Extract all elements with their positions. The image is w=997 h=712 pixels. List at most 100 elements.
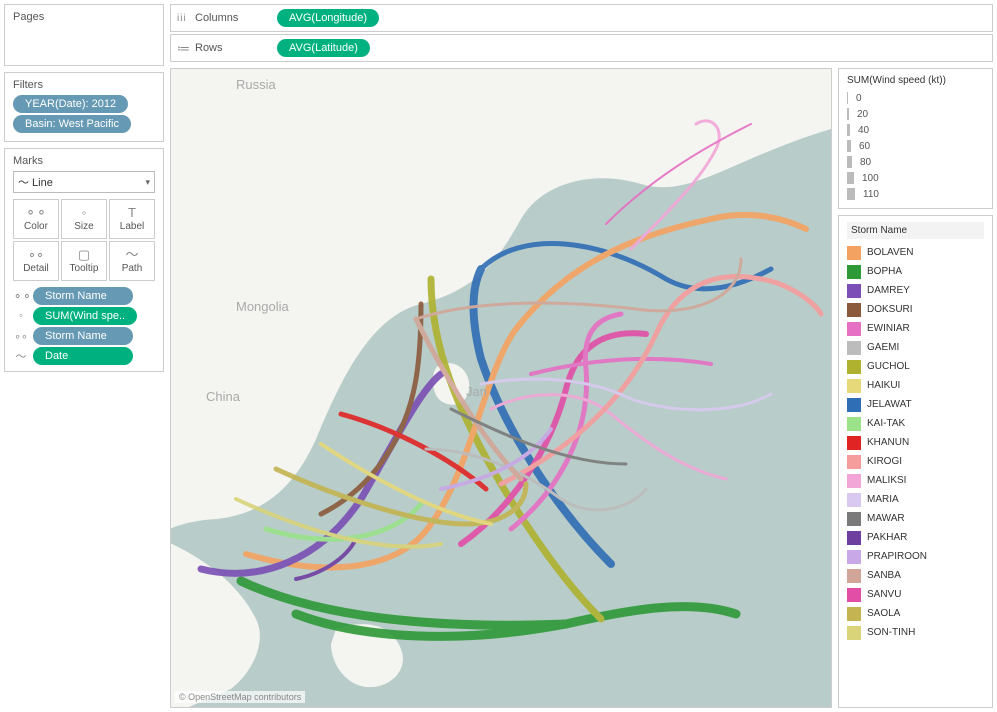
mark-button-color[interactable]: ⚬⚬Color	[13, 199, 59, 239]
color-legend-row[interactable]: MAWAR	[847, 509, 984, 528]
filters-title: Filters	[13, 79, 155, 91]
storm-name: GAEMI	[867, 342, 899, 353]
columns-pill[interactable]: AVG(Longitude)	[277, 9, 379, 27]
columns-shelf[interactable]: Columns AVG(Longitude)	[170, 4, 993, 32]
storm-name: BOLAVEN	[867, 247, 914, 258]
marks-pill[interactable]: Storm Name	[33, 327, 133, 345]
storm-name: MAWAR	[867, 513, 905, 524]
mark-button-detail[interactable]: ∘∘Detail	[13, 241, 59, 281]
mark-button-size[interactable]: ◦Size	[61, 199, 107, 239]
color-swatch	[847, 322, 861, 336]
filters-shelf[interactable]: Filters YEAR(Date): 2012 Basin: West Paci…	[4, 72, 164, 142]
size-legend-row[interactable]: 80	[847, 154, 984, 170]
color-swatch	[847, 455, 861, 469]
color-swatch	[847, 284, 861, 298]
color-swatch	[847, 569, 861, 583]
size-legend-row[interactable]: 40	[847, 122, 984, 138]
color-swatch	[847, 417, 861, 431]
color-legend-row[interactable]: KIROGI	[847, 452, 984, 471]
size-value: 60	[859, 141, 870, 152]
color-legend-row[interactable]: DAMREY	[847, 281, 984, 300]
color-legend-row[interactable]: SAOLA	[847, 604, 984, 623]
color-legend-row[interactable]: PAKHAR	[847, 528, 984, 547]
size-legend-row[interactable]: 100	[847, 170, 984, 186]
marks-type-select[interactable]: 〜 Line	[13, 171, 155, 193]
color-legend-row[interactable]: KAI-TAK	[847, 414, 984, 433]
storm-name: PAKHAR	[867, 532, 907, 543]
color-swatch	[847, 436, 861, 450]
color-legend-row[interactable]: SANBA	[847, 566, 984, 585]
marks-pill[interactable]: Date	[33, 347, 133, 365]
marks-pill[interactable]: SUM(Wind spe..	[33, 307, 137, 325]
marks-type-label: 〜 Line	[18, 174, 53, 190]
mark-button-label[interactable]: TLabel	[109, 199, 155, 239]
color-legend-row[interactable]: HAIKUI	[847, 376, 984, 395]
color-swatch	[847, 246, 861, 260]
color-swatch	[847, 474, 861, 488]
filter-pill[interactable]: YEAR(Date): 2012	[13, 95, 128, 113]
color-swatch	[847, 303, 861, 317]
map-svg	[171, 69, 831, 708]
marks-shelf[interactable]: Marks 〜 Line ⚬⚬Color◦SizeTLabel∘∘Detail▢…	[4, 148, 164, 372]
color-swatch	[847, 531, 861, 545]
storm-name: DAMREY	[867, 285, 910, 296]
storm-name: SON-TINH	[867, 627, 915, 638]
columns-icon	[177, 13, 189, 23]
color-legend-row[interactable]: MALIKSI	[847, 471, 984, 490]
storm-name: KHANUN	[867, 437, 909, 448]
pages-shelf[interactable]: Pages	[4, 4, 164, 66]
color-legend-row[interactable]: MARIA	[847, 490, 984, 509]
color-legend-row[interactable]: GUCHOL	[847, 357, 984, 376]
size-legend-row[interactable]: 110	[847, 186, 984, 202]
mark-button-path[interactable]: 〜Path	[109, 241, 155, 281]
filter-pill[interactable]: Basin: West Pacific	[13, 115, 131, 133]
map-viz[interactable]: RussiaMongoliaChinaJan © OpenStreetMap c…	[170, 68, 832, 708]
marks-pill[interactable]: Storm Name	[33, 287, 133, 305]
size-legend-title: SUM(Wind speed (kt))	[847, 75, 984, 86]
color-legend-row[interactable]: BOLAVEN	[847, 243, 984, 262]
rows-shelf[interactable]: Rows AVG(Latitude)	[170, 34, 993, 62]
label-icon: T	[128, 206, 136, 219]
size-value: 80	[860, 157, 871, 168]
size-value: 110	[863, 189, 879, 200]
size-legend[interactable]: SUM(Wind speed (kt)) 0 20 40 60 80 100 1…	[838, 68, 993, 209]
storm-name: SANVU	[867, 589, 901, 600]
color-legend-row[interactable]: SANVU	[847, 585, 984, 604]
color-legend-row[interactable]: GAEMI	[847, 338, 984, 357]
color-swatch	[847, 493, 861, 507]
size-bar	[847, 172, 854, 184]
path-icon: 〜	[125, 248, 138, 261]
rows-pill[interactable]: AVG(Latitude)	[277, 39, 370, 57]
color-legend-row[interactable]: BOPHA	[847, 262, 984, 281]
storm-name: EWINIAR	[867, 323, 910, 334]
color-legend[interactable]: Storm Name BOLAVEN BOPHA DAMREY DOKSURI …	[838, 215, 993, 708]
mark-pill-icon: 〜	[13, 348, 29, 364]
color-legend-row[interactable]: SON-TINH	[847, 623, 984, 642]
rows-icon	[177, 43, 189, 53]
color-legend-row[interactable]: DOKSURI	[847, 300, 984, 319]
storm-name: PRAPIROON	[867, 551, 927, 562]
color-legend-row[interactable]: EWINIAR	[847, 319, 984, 338]
mark-pill-icon: ◦	[13, 310, 29, 322]
size-bar	[847, 124, 850, 136]
storm-name: BOPHA	[867, 266, 902, 277]
size-legend-row[interactable]: 60	[847, 138, 984, 154]
color-swatch	[847, 626, 861, 640]
size-value: 40	[858, 125, 869, 136]
size-legend-row[interactable]: 20	[847, 106, 984, 122]
size-value: 0	[856, 93, 862, 104]
color-legend-row[interactable]: KHANUN	[847, 433, 984, 452]
size-legend-row[interactable]: 0	[847, 90, 984, 106]
size-icon: ◦	[82, 206, 87, 219]
color-icon: ⚬⚬	[25, 206, 47, 219]
color-legend-row[interactable]: JELAWAT	[847, 395, 984, 414]
storm-name: GUCHOL	[867, 361, 910, 372]
color-swatch	[847, 360, 861, 374]
size-bar	[847, 108, 849, 120]
color-swatch	[847, 341, 861, 355]
tooltip-icon: ▢	[78, 248, 90, 261]
mark-button-tooltip[interactable]: ▢Tooltip	[61, 241, 107, 281]
storm-name: MALIKSI	[867, 475, 906, 486]
rows-label: Rows	[177, 42, 267, 54]
color-legend-row[interactable]: PRAPIROON	[847, 547, 984, 566]
